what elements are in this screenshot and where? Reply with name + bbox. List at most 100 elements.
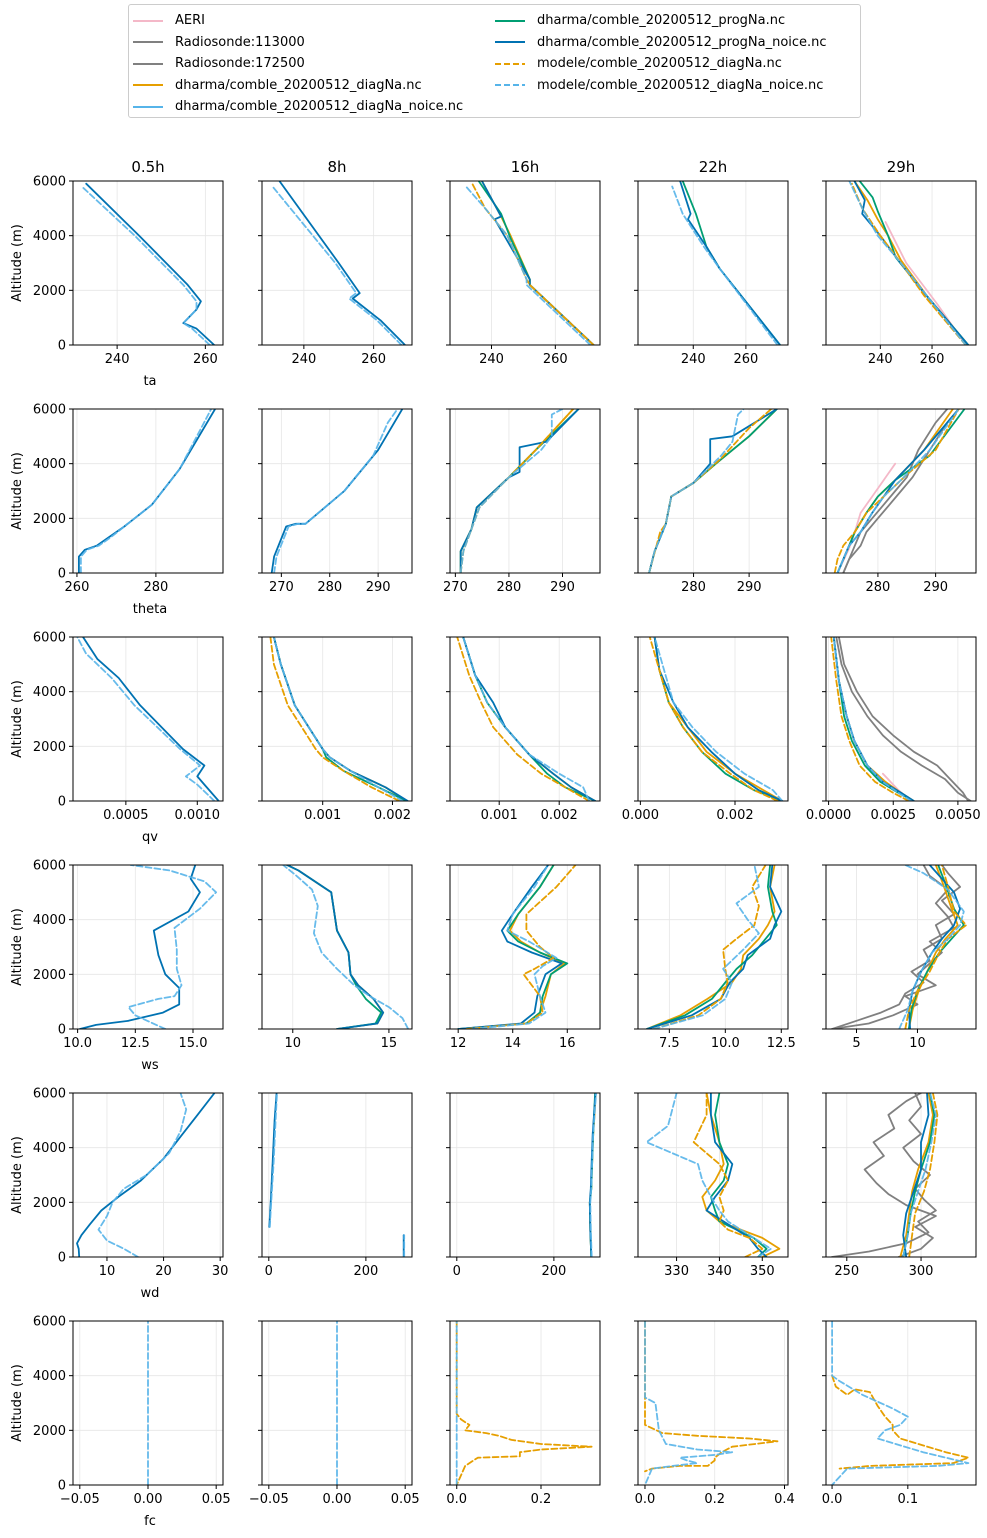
y-tick-label: 0	[58, 567, 66, 582]
series-line	[653, 637, 784, 801]
column-title: 16h	[511, 158, 540, 176]
legend-swatch	[133, 60, 163, 68]
x-tick-label: 260	[361, 352, 386, 367]
series-line	[836, 409, 960, 573]
x-tick-label: 340	[707, 1264, 732, 1279]
x-tick-label: 0.000	[622, 808, 659, 823]
series-line	[268, 1093, 278, 1228]
series-line	[79, 865, 201, 1029]
x-tick-label: 12	[450, 1036, 467, 1051]
series-line	[273, 409, 399, 573]
x-tick-label: 260	[920, 352, 945, 367]
series-line	[833, 409, 960, 573]
series-line	[648, 637, 779, 801]
legend: AERI Radiosonde:113000 Radiosonde:172500 dh…	[128, 4, 861, 118]
x-tick-label: 0.0050	[935, 808, 981, 823]
x-tick-label: 20	[155, 1264, 172, 1279]
x-tick-label: 14	[504, 1036, 521, 1051]
column-title: 29h	[887, 158, 916, 176]
x-tick-label: 0.0025	[870, 808, 916, 823]
y-tick-label: 6000	[33, 859, 66, 874]
series-line	[908, 1093, 939, 1257]
x-tick-label: 0.0	[446, 1492, 467, 1507]
series-line	[644, 1321, 779, 1473]
y-tick-label: 2000	[33, 740, 66, 755]
x-tick-label: 0.05	[391, 1492, 420, 1507]
x-tick-label: 0.002	[374, 808, 411, 823]
legend-swatch	[133, 38, 163, 46]
series-line	[899, 1093, 934, 1257]
panel: 240 260	[634, 180, 789, 367]
x-tick-label: 240	[681, 352, 706, 367]
series-line	[645, 1093, 772, 1257]
column-title: 8h	[327, 158, 346, 176]
y-tick-label: 0	[58, 795, 66, 810]
x-tick-label: 290	[366, 580, 391, 595]
x-tick-label: −0.05	[249, 1492, 289, 1507]
series-line	[471, 182, 595, 345]
x-tick-label: 0.002	[541, 808, 578, 823]
series-line	[898, 865, 965, 1029]
series-line	[853, 181, 970, 345]
y-tick-label: 0	[58, 1251, 66, 1266]
x-tick-label: 0.05	[202, 1492, 231, 1507]
panel-frame	[637, 636, 789, 802]
y-tick-label: 6000	[33, 1087, 66, 1102]
x-tick-label: 0.00	[134, 1492, 163, 1507]
series-line	[908, 865, 961, 1029]
panel-frame	[261, 864, 413, 1030]
panel: 0.0 0.2	[446, 1320, 601, 1507]
series-line	[480, 181, 595, 345]
panel: 0 2000 4000 6000 240 260	[33, 175, 224, 367]
panel: 10 15	[258, 864, 413, 1051]
x-tick-label: 350	[750, 1264, 775, 1279]
series-line	[268, 1093, 278, 1228]
x-tick-label: 30	[212, 1264, 229, 1279]
legend-item: dharma/comble_20200512_progNa_noice.nc	[495, 32, 827, 53]
panel-frame	[449, 636, 601, 802]
panel: −0.05 0.00 0.05	[249, 1320, 420, 1507]
legend-label: modele/comble_20200512_diagNa_noice.nc	[537, 77, 824, 93]
panel: 0 200	[258, 1092, 413, 1279]
x-tick-label: 290	[550, 580, 575, 595]
x-tick-label: 0.0010	[175, 808, 221, 823]
panel-frame	[449, 180, 601, 346]
panel-frame	[825, 180, 977, 346]
y-tick-label: 6000	[33, 403, 66, 418]
x-tick-label: 10.0	[63, 1036, 92, 1051]
series-line	[902, 1093, 937, 1257]
panel: 240 260	[822, 180, 977, 367]
x-tick-label: 280	[317, 580, 342, 595]
legend-item: modele/comble_20200512_diagNa.nc	[495, 53, 782, 74]
panel: 250 300	[822, 1092, 977, 1279]
x-tick-label: 260	[65, 580, 90, 595]
legend-swatch	[495, 17, 525, 25]
series-line	[462, 637, 597, 801]
panel-frame	[825, 1092, 977, 1258]
panel-frame	[449, 1320, 601, 1486]
series-line	[480, 181, 595, 345]
panel: 330 340 350	[634, 1092, 789, 1279]
x-tick-label: 240	[105, 352, 130, 367]
legend-swatch	[133, 17, 163, 25]
panel-frame	[637, 1320, 789, 1486]
x-tick-label: 0.002	[716, 808, 753, 823]
series-line	[278, 181, 406, 345]
legend-item: dharma/comble_20200512_diagNa.nc	[133, 75, 422, 96]
series-line	[462, 637, 591, 801]
x-tick-label: 270	[443, 580, 468, 595]
panel-frame	[261, 180, 413, 346]
x-tick-label: 10	[284, 1036, 301, 1051]
x-tick-label: 16	[559, 1036, 576, 1051]
series-line	[646, 865, 783, 1029]
series-line	[459, 409, 575, 573]
panel-frame	[637, 180, 789, 346]
y-tick-label: 2000	[33, 968, 66, 983]
panel: 0 2000 4000 6000 10 20 30	[33, 1087, 229, 1280]
panel: 0 2000 4000 6000 −0.05 0.00 0.05	[33, 1315, 231, 1508]
x-tick-label: 280	[681, 580, 706, 595]
x-tick-label: 250	[834, 1264, 859, 1279]
panel-frame	[825, 864, 977, 1030]
series-line	[459, 409, 564, 573]
